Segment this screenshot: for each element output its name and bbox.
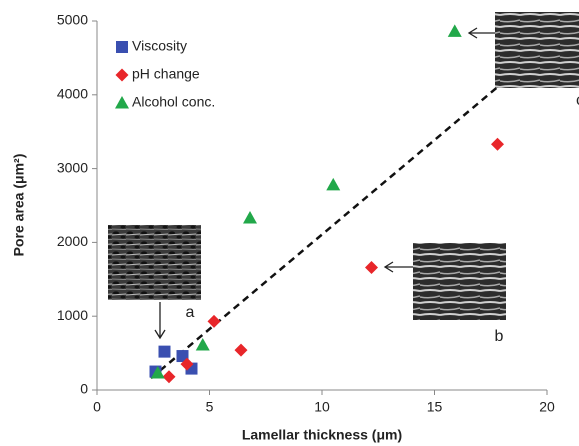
annotation: a — [186, 304, 195, 321]
annotation: c — [576, 92, 579, 109]
y-tick-label: 0 — [80, 381, 88, 397]
point — [207, 314, 221, 328]
point — [162, 370, 176, 384]
y-tick-label: 3000 — [57, 159, 88, 175]
point — [176, 350, 189, 363]
x-tick-label: 0 — [93, 399, 101, 415]
point — [365, 260, 378, 274]
micrograph-c — [495, 12, 579, 88]
legend-marker — [115, 96, 129, 109]
legend-label: Alcohol conc. — [132, 94, 215, 110]
legend-label: Viscosity — [132, 38, 187, 54]
point — [447, 24, 462, 37]
trend-line — [150, 84, 501, 380]
x-tick-label: 10 — [314, 399, 330, 415]
legend-marker — [116, 41, 128, 53]
x-tick-label: 20 — [539, 399, 555, 415]
arrows — [154, 27, 495, 340]
legend-marker — [115, 68, 129, 82]
point — [158, 345, 171, 358]
x-axis-title: Lamellar thickness (μm) — [242, 427, 402, 443]
annotation: b — [495, 328, 504, 345]
point — [326, 177, 341, 191]
micrograph-b — [413, 243, 506, 320]
y-tick-label: 4000 — [57, 86, 88, 102]
y-axis-title: Pore area (μm²) — [11, 154, 27, 257]
micrograph-a — [108, 225, 201, 300]
point — [491, 137, 504, 151]
point — [150, 366, 165, 379]
y-tick-label: 2000 — [57, 233, 88, 249]
point — [195, 337, 210, 351]
point — [180, 357, 194, 371]
legend-label: pH change — [132, 66, 200, 82]
point — [243, 211, 257, 224]
x-tick-label: 5 — [206, 399, 214, 415]
point — [234, 343, 248, 357]
x-tick-label: 15 — [427, 399, 443, 415]
y-tick-label: 5000 — [57, 12, 88, 28]
y-tick-label: 1000 — [57, 307, 88, 323]
